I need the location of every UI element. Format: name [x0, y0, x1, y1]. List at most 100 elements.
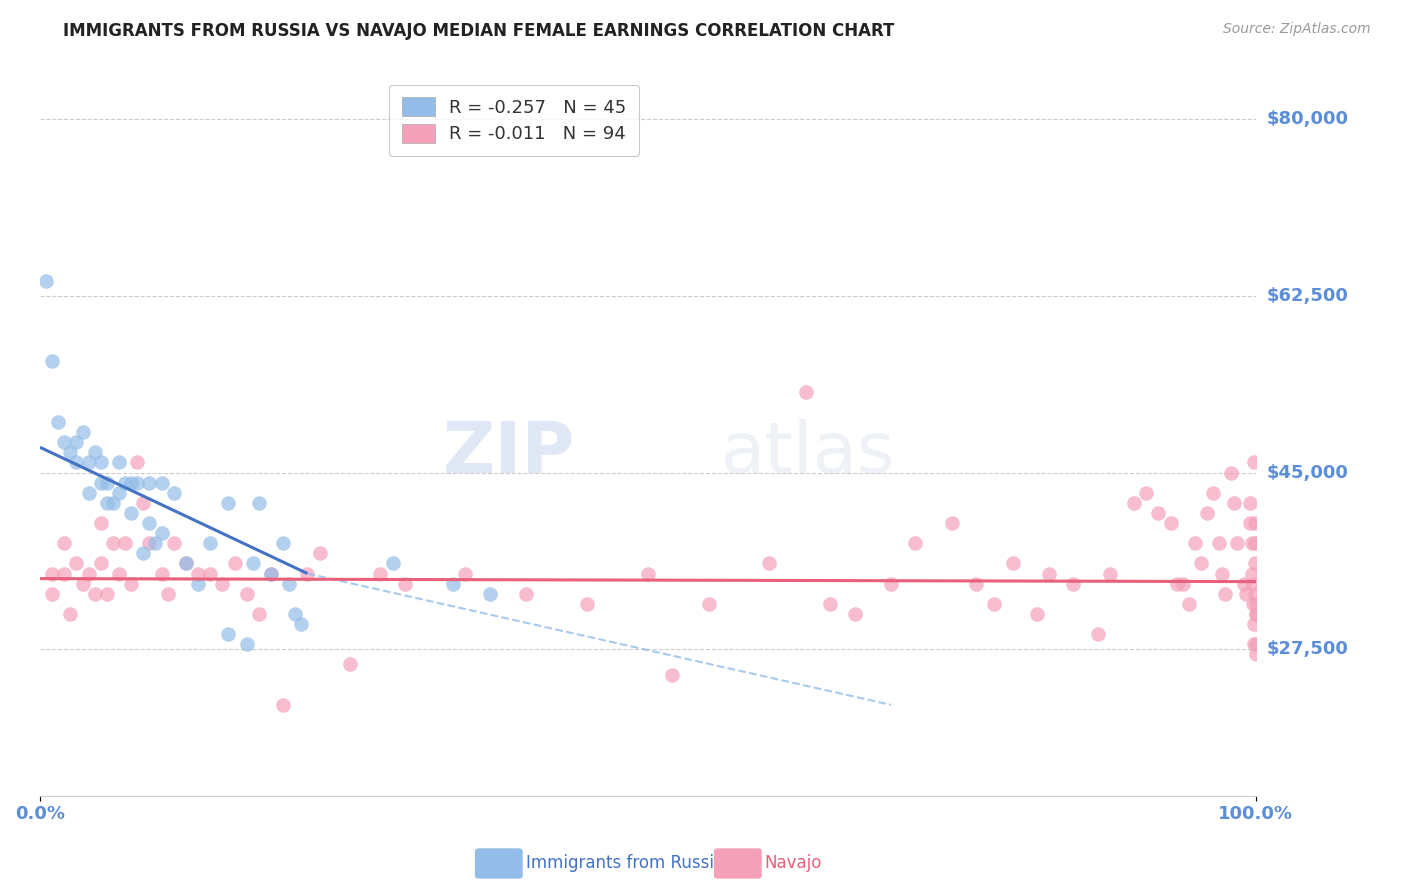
Point: [904, 536, 927, 550]
Point: [1239, 516, 1261, 530]
Text: $62,500: $62,500: [1267, 287, 1348, 305]
Point: [200, 536, 222, 550]
Point: [1244, 607, 1267, 621]
Point: [1211, 566, 1233, 581]
Point: [108, 566, 131, 581]
Point: [1001, 557, 1024, 571]
Point: [339, 657, 361, 672]
Text: Navajo: Navajo: [765, 855, 823, 872]
Point: [108, 455, 131, 469]
Point: [156, 587, 179, 601]
Point: [1244, 597, 1267, 611]
Point: [1244, 557, 1267, 571]
Point: [96, 587, 118, 601]
Point: [96, 475, 118, 490]
Point: [150, 475, 173, 490]
Point: [150, 526, 173, 541]
Point: [1244, 648, 1267, 662]
Point: [818, 597, 841, 611]
Point: [370, 566, 392, 581]
Point: [1243, 617, 1265, 632]
Text: $45,000: $45,000: [1267, 464, 1348, 482]
Point: [1244, 607, 1267, 621]
Point: [90, 516, 112, 530]
Point: [217, 627, 239, 641]
Point: [247, 607, 270, 621]
Point: [1239, 496, 1261, 510]
Point: [120, 576, 142, 591]
Point: [132, 546, 155, 560]
Point: [394, 576, 416, 591]
Point: [1189, 557, 1212, 571]
Point: [1220, 466, 1243, 480]
Point: [478, 587, 501, 601]
Point: [72, 576, 94, 591]
Point: [271, 536, 294, 550]
Point: [46, 415, 69, 429]
Point: [1171, 576, 1194, 591]
Point: [127, 455, 149, 469]
Point: [1244, 536, 1267, 550]
Point: [163, 536, 186, 550]
Point: [59, 445, 82, 459]
Point: [59, 607, 82, 621]
Point: [576, 597, 599, 611]
Point: [1208, 536, 1230, 550]
Point: [242, 557, 264, 571]
Point: [41, 587, 63, 601]
Point: [65, 557, 87, 571]
Point: [174, 557, 197, 571]
Point: [1244, 587, 1267, 601]
Point: [284, 607, 307, 621]
Point: [96, 496, 118, 510]
Point: [1135, 485, 1157, 500]
Point: [83, 445, 105, 459]
Point: [278, 576, 301, 591]
Point: [381, 557, 404, 571]
Point: [65, 455, 87, 469]
Point: [1202, 485, 1225, 500]
Point: [90, 455, 112, 469]
Point: [1166, 576, 1188, 591]
Point: [297, 566, 319, 581]
Point: [260, 566, 283, 581]
Point: [1123, 496, 1146, 510]
Point: [290, 617, 312, 632]
Text: ZIP: ZIP: [443, 419, 575, 489]
Point: [77, 566, 100, 581]
Point: [1232, 576, 1254, 591]
Point: [637, 566, 659, 581]
Point: [72, 425, 94, 439]
Point: [114, 536, 136, 550]
Point: [211, 576, 233, 591]
Point: [247, 496, 270, 510]
Point: [1241, 576, 1264, 591]
Point: [1098, 566, 1121, 581]
Point: [308, 546, 330, 560]
Point: [53, 435, 76, 450]
Point: [260, 566, 283, 581]
Point: [661, 667, 683, 681]
Point: [941, 516, 963, 530]
Point: [697, 597, 720, 611]
Point: [150, 566, 173, 581]
Point: [53, 536, 76, 550]
Point: [114, 475, 136, 490]
Point: [138, 536, 160, 550]
Point: [41, 566, 63, 581]
Point: [1243, 637, 1265, 651]
Point: [1234, 587, 1257, 601]
Point: [127, 475, 149, 490]
Point: [41, 354, 63, 368]
Point: [90, 475, 112, 490]
Point: [758, 557, 780, 571]
Point: [163, 485, 186, 500]
Point: [454, 566, 477, 581]
Point: [53, 566, 76, 581]
Point: [35, 274, 58, 288]
Point: [1243, 455, 1265, 469]
Text: $27,500: $27,500: [1267, 640, 1348, 658]
Point: [77, 485, 100, 500]
Point: [1062, 576, 1084, 591]
Point: [83, 587, 105, 601]
